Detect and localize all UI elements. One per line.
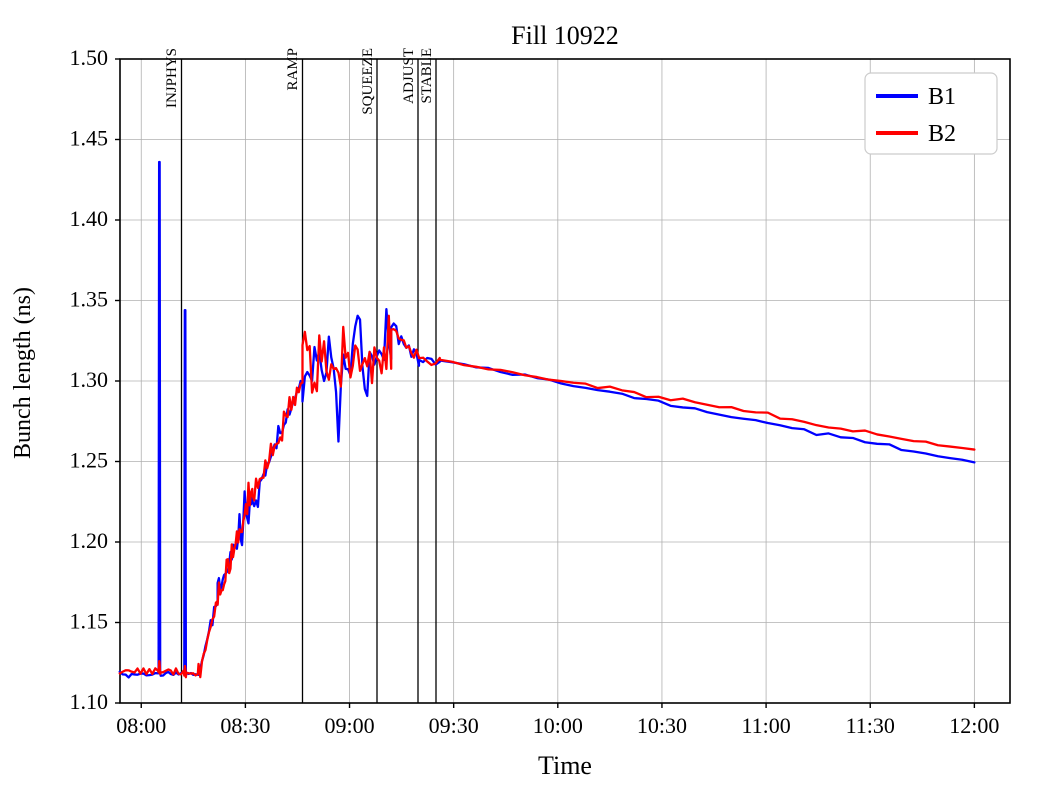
svg-text:1.25: 1.25 [70,448,109,473]
svg-text:08:30: 08:30 [220,713,270,738]
svg-text:12:00: 12:00 [949,713,999,738]
svg-text:INJPHYS: INJPHYS [164,48,180,108]
svg-text:1.15: 1.15 [70,609,109,634]
svg-text:11:00: 11:00 [741,713,790,738]
svg-text:08:00: 08:00 [116,713,166,738]
svg-text:ADJUST: ADJUST [401,48,417,104]
svg-text:Time: Time [538,751,592,780]
svg-text:B1: B1 [928,84,956,110]
svg-text:09:00: 09:00 [324,713,374,738]
svg-text:STABLE: STABLE [419,48,435,103]
svg-text:09:30: 09:30 [429,713,479,738]
svg-text:11:30: 11:30 [846,713,895,738]
svg-text:1.35: 1.35 [70,287,109,312]
svg-text:1.50: 1.50 [70,45,109,70]
svg-text:1.40: 1.40 [70,206,109,231]
svg-text:B2: B2 [928,121,956,147]
svg-text:Fill 10922: Fill 10922 [511,21,619,50]
svg-text:10:30: 10:30 [637,713,687,738]
svg-text:SQUEEZE: SQUEEZE [360,48,376,115]
svg-text:RAMP: RAMP [285,48,301,91]
svg-text:1.20: 1.20 [70,528,109,553]
svg-text:1.10: 1.10 [70,689,109,714]
svg-text:Bunch length (ns): Bunch length (ns) [10,287,36,459]
svg-text:1.30: 1.30 [70,367,109,392]
svg-text:10:00: 10:00 [533,713,583,738]
svg-text:1.45: 1.45 [70,126,109,151]
